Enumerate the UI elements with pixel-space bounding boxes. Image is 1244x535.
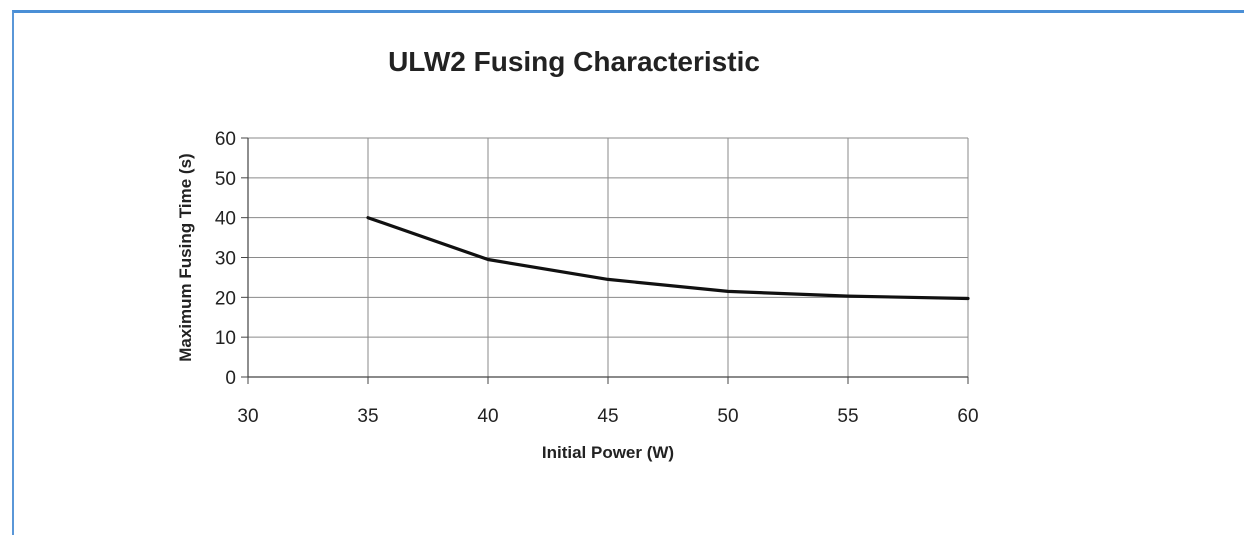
series-line-0 xyxy=(366,216,970,301)
tick-labels: 0 10 20 30 40 50 60 30 35 40 45 50 55 60 xyxy=(215,129,979,427)
y-tick-label-30: 30 xyxy=(215,249,236,270)
y-axis-label: Maximum Fusing Time (s) xyxy=(176,153,195,361)
y-tick-label-40: 40 xyxy=(215,209,236,230)
y-tick-label-0: 0 xyxy=(225,368,236,389)
y-tick-label-50: 50 xyxy=(215,169,236,190)
x-axis-label: Initial Power (W) xyxy=(542,443,674,462)
y-tick-label-10: 10 xyxy=(215,328,236,349)
series-layer xyxy=(366,216,970,301)
x-tick-label-35: 35 xyxy=(357,406,378,427)
chart-frame xyxy=(12,10,1244,535)
x-tick-label-60: 60 xyxy=(957,406,978,427)
chart-title: ULW2 Fusing Characteristic xyxy=(388,46,760,77)
x-tick-label-50: 50 xyxy=(717,406,738,427)
y-tick-label-60: 60 xyxy=(215,129,236,150)
grid xyxy=(248,137,969,377)
x-tick-label-55: 55 xyxy=(837,406,858,427)
y-tick-label-20: 20 xyxy=(215,288,236,309)
axes xyxy=(241,137,969,384)
x-tick-label-30: 30 xyxy=(237,406,258,427)
x-tick-label-45: 45 xyxy=(597,406,618,427)
x-tick-label-40: 40 xyxy=(477,406,498,427)
